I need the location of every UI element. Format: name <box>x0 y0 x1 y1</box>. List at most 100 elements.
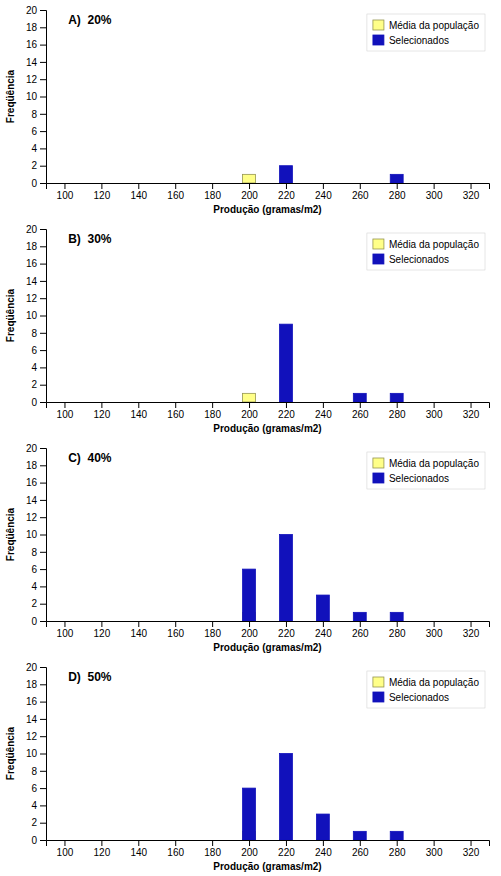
legend-label: Selecionados <box>389 254 449 265</box>
x-tick-label: 260 <box>352 847 369 858</box>
y-tick-label: 16 <box>26 696 38 707</box>
y-tick: 12 <box>26 293 46 304</box>
y-tick: 0 <box>31 178 46 189</box>
bars <box>243 754 404 841</box>
y-tick-label: 20 <box>26 5 38 16</box>
x-tick-label: 160 <box>167 190 184 201</box>
x-tick-mark <box>471 621 472 627</box>
panel: 1001201401601802002202402602803003200246… <box>5 224 490 434</box>
x-axis-title: Produção (gramas/m2) <box>213 423 321 434</box>
x-tick: 240 <box>315 840 332 858</box>
y-tick-mark <box>40 27 46 28</box>
x-tick: 320 <box>463 840 480 858</box>
x-tick-mark <box>397 183 398 189</box>
y-tick-mark <box>40 79 46 80</box>
x-tick-mark <box>175 840 176 846</box>
bar <box>279 754 292 841</box>
y-tick-mark <box>40 667 46 668</box>
y-tick-mark <box>40 316 46 317</box>
x-tick-label: 280 <box>389 409 406 420</box>
y-tick-mark <box>40 114 46 115</box>
y-tick-mark <box>40 500 46 501</box>
y-axis-title: Freqüência <box>5 507 16 561</box>
x-tick-mark <box>434 621 435 627</box>
y-tick: 2 <box>31 160 46 171</box>
y-tick: 10 <box>26 91 46 102</box>
x-axis-title: Produção (gramas/m2) <box>213 642 321 653</box>
series <box>279 166 403 183</box>
legend-label: Selecionados <box>389 35 449 46</box>
x-tick-label: 200 <box>241 409 258 420</box>
x-tick-label: 100 <box>57 190 74 201</box>
x-tick-mark <box>323 621 324 627</box>
x-tick: 260 <box>352 621 369 639</box>
y-tick-mark <box>40 535 46 536</box>
y-tick: 6 <box>31 783 46 794</box>
x-tick-mark <box>249 402 250 408</box>
y-tick: 14 <box>26 57 46 68</box>
y-tick: 18 <box>26 22 46 33</box>
legend-swatch <box>373 677 384 687</box>
x-tick-mark <box>64 183 65 189</box>
y-tick-label: 18 <box>26 22 38 33</box>
x-tick: 120 <box>94 840 111 858</box>
x-tick-mark <box>249 840 250 846</box>
y-tick: 0 <box>31 616 46 627</box>
x-tick-label: 100 <box>57 628 74 639</box>
y-tick-mark <box>40 604 46 605</box>
y-tick: 6 <box>31 126 46 137</box>
x-tick: 320 <box>463 183 480 201</box>
x-tick: 220 <box>278 183 295 201</box>
y-tick-label: 20 <box>26 662 38 673</box>
y-tick-mark <box>40 552 46 553</box>
x-tick-mark <box>175 183 176 189</box>
y-tick: 14 <box>26 495 46 506</box>
y-tick-label: 2 <box>31 817 37 828</box>
x-tick-label: 220 <box>278 847 295 858</box>
y-tick-label: 6 <box>31 126 37 137</box>
x-tick-mark <box>286 402 287 408</box>
x-tick-label: 220 <box>278 409 295 420</box>
x-tick-label: 200 <box>241 847 258 858</box>
legend-item: Selecionados <box>373 473 449 484</box>
y-tick: 4 <box>31 362 46 373</box>
bar <box>390 393 403 402</box>
x-tick: 120 <box>94 402 111 420</box>
x-tick: 280 <box>389 621 406 639</box>
y-tick-mark <box>40 264 46 265</box>
y-tick-mark <box>40 97 46 98</box>
bar <box>353 393 366 402</box>
y-tick-mark <box>40 823 46 824</box>
x-tick: 220 <box>278 840 295 858</box>
y-tick: 16 <box>26 477 46 488</box>
y-tick-mark <box>40 402 46 403</box>
x-tick: 260 <box>352 183 369 201</box>
y-axis: 02468101214161820 <box>26 662 47 846</box>
x-axis-title: Produção (gramas/m2) <box>213 204 321 215</box>
legend-swatch <box>373 254 384 264</box>
x-tick-mark <box>212 621 213 627</box>
legend-label: Média da população <box>389 20 480 31</box>
panel-title: C) 40% <box>68 451 112 465</box>
bars <box>243 324 404 402</box>
y-tick-label: 2 <box>31 598 37 609</box>
x-tick: 180 <box>204 183 221 201</box>
y-tick: 10 <box>26 748 46 759</box>
y-axis-line <box>40 230 47 403</box>
x-tick: 100 <box>57 840 74 858</box>
y-tick-label: 8 <box>31 547 37 558</box>
x-tick-mark <box>286 621 287 627</box>
x-tick-label: 200 <box>241 190 258 201</box>
y-tick-label: 14 <box>26 495 38 506</box>
x-tick-label: 320 <box>463 190 480 201</box>
y-tick-label: 6 <box>31 783 37 794</box>
x-tick: 160 <box>167 183 184 201</box>
x-tick-label: 180 <box>204 847 221 858</box>
x-tick-mark <box>212 402 213 408</box>
legend: Média da população Selecionados <box>367 14 485 51</box>
x-tick-label: 140 <box>130 409 147 420</box>
legend-swatch <box>373 239 384 249</box>
x-tick-mark <box>138 840 139 846</box>
x-axis-title: Produção (gramas/m2) <box>213 861 321 872</box>
x-tick-mark <box>64 402 65 408</box>
